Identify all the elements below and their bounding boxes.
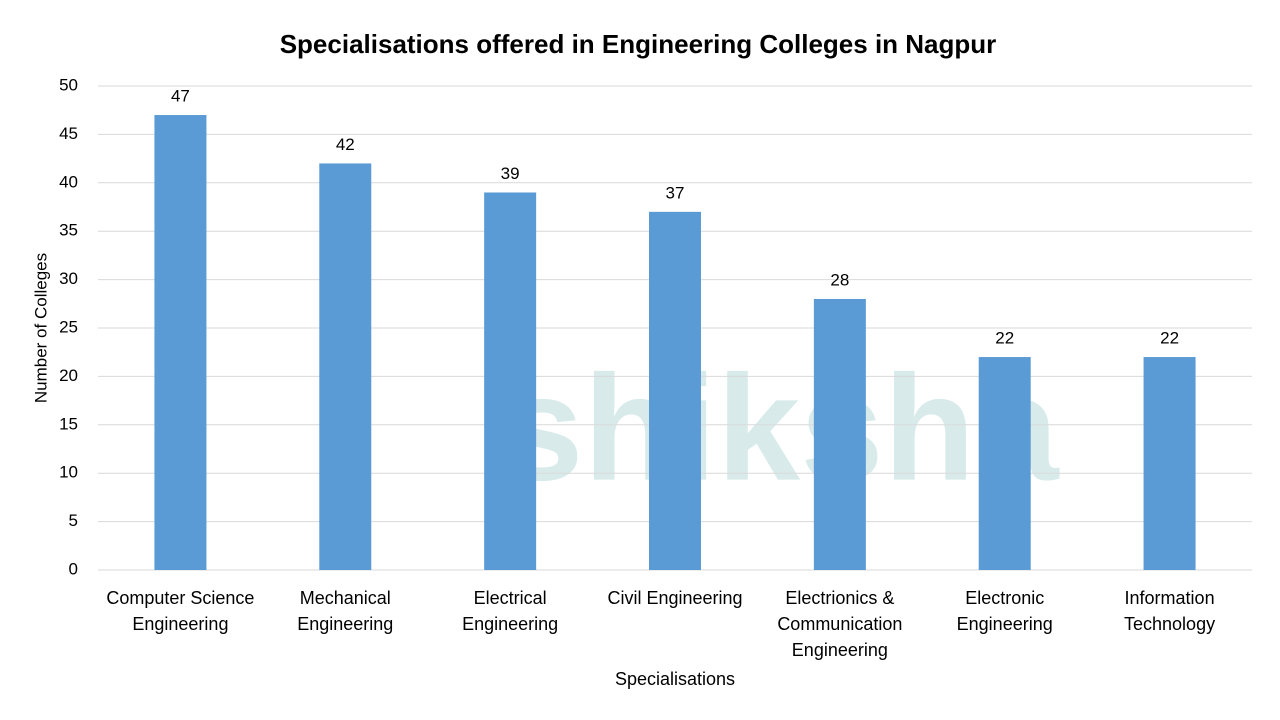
- bar: [649, 211, 701, 570]
- bar: [813, 298, 866, 570]
- y-tick-label: 40: [59, 172, 78, 191]
- data-label: 22: [995, 329, 1014, 348]
- data-label: 47: [171, 87, 190, 106]
- y-tick-label: 15: [59, 414, 78, 433]
- bar: [319, 163, 372, 570]
- data-label: 28: [830, 270, 849, 289]
- x-tick-label: Mechanical Engineering: [297, 588, 394, 634]
- y-tick-label: 5: [69, 511, 78, 530]
- bar: [484, 192, 537, 571]
- chart-title: Specialisations offered in Engineering C…: [280, 29, 997, 59]
- y-tick-label: 45: [59, 124, 78, 143]
- data-label: 39: [501, 164, 520, 183]
- y-tick-label: 35: [59, 221, 78, 240]
- x-tick-label: Information Technology: [1124, 588, 1216, 634]
- y-tick-label: 50: [59, 75, 78, 94]
- y-axis-title: Number of Colleges: [31, 253, 50, 403]
- data-label: 42: [336, 135, 355, 154]
- bar: [1143, 357, 1196, 570]
- y-tick-label: 30: [59, 269, 78, 288]
- bar: [154, 115, 207, 570]
- watermark: shiksha: [500, 344, 1060, 512]
- y-tick-label: 10: [59, 463, 78, 482]
- x-tick-label: Computer Science Engineering: [106, 588, 255, 634]
- x-axis-title: Specialisations: [615, 669, 735, 689]
- x-tick-label: Electrical Engineering: [462, 588, 559, 634]
- x-tick-label: Civil Engineering: [607, 588, 743, 608]
- y-tick-label: 20: [59, 366, 78, 385]
- data-label: 22: [1160, 329, 1179, 348]
- data-label: 37: [666, 183, 685, 202]
- bar: [978, 357, 1031, 570]
- y-tick-label: 0: [69, 559, 78, 578]
- x-tick-label: Electronic Engineering: [956, 588, 1053, 634]
- x-tick-label: Electrionics & Communication Engineering: [777, 588, 903, 660]
- y-tick-label: 25: [59, 317, 78, 336]
